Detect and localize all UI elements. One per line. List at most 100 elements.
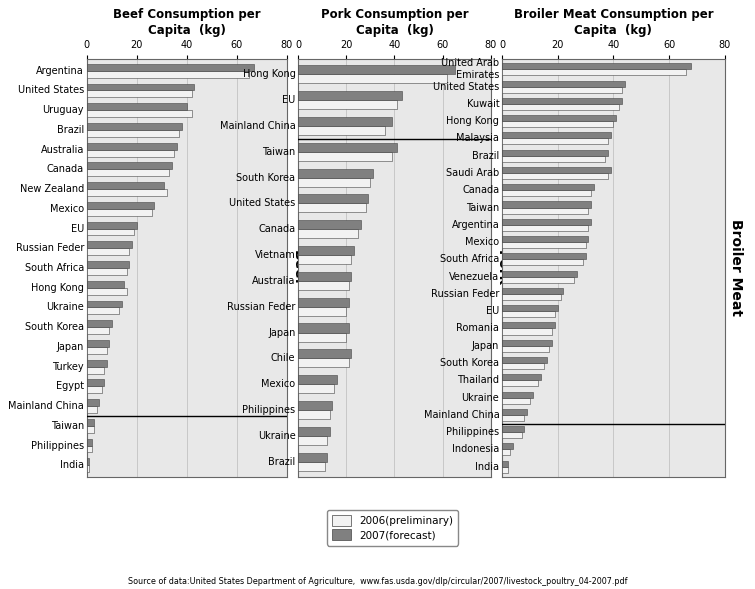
Bar (298, 323, 349, 333)
Legend: 2006(preliminary), 2007(forecast): 2006(preliminary), 2007(forecast) (327, 510, 458, 545)
Bar (502, 63, 692, 70)
Bar (502, 150, 608, 155)
Bar (87, 307, 119, 315)
Bar (87, 465, 89, 472)
Bar (87, 439, 92, 445)
Bar (502, 270, 578, 277)
Bar (502, 277, 575, 283)
Bar (298, 203, 365, 213)
Bar (87, 386, 102, 393)
Bar (298, 427, 329, 436)
Bar (298, 307, 347, 316)
Bar (87, 71, 249, 78)
Bar (298, 410, 329, 419)
Bar (87, 300, 122, 307)
Bar (298, 117, 392, 126)
Bar (87, 221, 137, 229)
Bar (502, 259, 583, 266)
Text: Pork: Pork (0, 588, 1, 589)
Title: Broiler Meat Consumption per
Capita  (kg): Broiler Meat Consumption per Capita (kg) (513, 8, 713, 37)
Bar (298, 74, 448, 84)
Bar (502, 305, 558, 311)
Bar (298, 178, 371, 187)
Bar (502, 219, 591, 225)
Bar (87, 202, 154, 209)
Bar (87, 123, 182, 130)
Bar (87, 249, 129, 255)
Bar (87, 189, 167, 196)
Bar (298, 255, 351, 264)
Bar (87, 445, 92, 452)
Bar (87, 379, 104, 386)
Bar (502, 392, 533, 398)
Bar (298, 401, 332, 410)
Bar (502, 329, 552, 335)
Bar (87, 419, 94, 426)
Bar (87, 360, 107, 366)
Bar (502, 363, 544, 369)
Bar (502, 409, 527, 415)
Bar (87, 347, 107, 354)
Text: Beef: Beef (0, 588, 1, 589)
Bar (298, 452, 327, 462)
Bar (298, 246, 353, 255)
Bar (87, 163, 172, 170)
Text: Beef: Beef (291, 250, 305, 286)
Bar (87, 170, 169, 176)
Bar (502, 121, 613, 127)
Bar (298, 333, 347, 342)
Bar (502, 449, 510, 455)
Bar (87, 130, 180, 137)
Title: Beef Consumption per
Capita  (kg): Beef Consumption per Capita (kg) (113, 8, 260, 37)
Bar (502, 466, 507, 473)
Bar (298, 65, 455, 74)
Bar (298, 281, 349, 290)
Bar (502, 346, 550, 352)
Title: Pork Consumption per
Capita  (kg): Pork Consumption per Capita (kg) (321, 8, 468, 37)
Bar (502, 225, 588, 231)
Bar (87, 366, 104, 373)
Bar (502, 236, 588, 242)
Bar (502, 190, 591, 196)
Bar (502, 138, 608, 144)
Bar (87, 143, 177, 150)
Bar (298, 375, 337, 384)
Bar (502, 173, 608, 179)
Bar (298, 436, 327, 445)
Bar (87, 426, 94, 433)
Bar (298, 100, 397, 109)
Bar (502, 184, 594, 190)
Bar (298, 194, 368, 203)
Bar (87, 150, 174, 157)
Bar (502, 242, 586, 248)
Bar (502, 288, 563, 294)
Bar (502, 167, 611, 173)
Bar (502, 415, 525, 421)
Bar (502, 133, 611, 138)
Bar (87, 320, 112, 327)
Bar (502, 444, 513, 449)
Bar (502, 426, 525, 432)
Bar (502, 380, 538, 386)
Bar (298, 349, 351, 358)
Bar (298, 384, 334, 393)
Bar (87, 458, 89, 465)
Bar (87, 91, 192, 97)
Bar (87, 103, 187, 110)
Bar (87, 340, 109, 347)
Bar (502, 115, 616, 121)
Bar (298, 152, 392, 161)
Bar (298, 126, 385, 135)
Bar (298, 168, 373, 178)
Bar (502, 340, 552, 346)
Bar (87, 399, 100, 406)
Bar (87, 406, 97, 413)
Text: Broiler Meat: Broiler Meat (729, 220, 743, 316)
Bar (502, 155, 605, 162)
Bar (298, 272, 351, 281)
Bar (87, 261, 129, 268)
Bar (502, 81, 624, 87)
Bar (502, 398, 530, 403)
Bar (502, 253, 586, 259)
Bar (298, 229, 359, 239)
